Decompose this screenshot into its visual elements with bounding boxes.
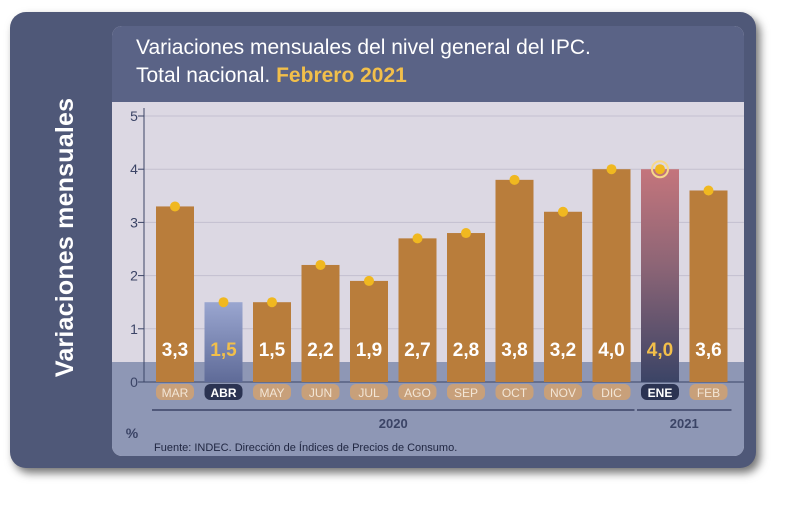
value-label: 3,8 xyxy=(501,340,527,361)
data-marker xyxy=(267,297,277,308)
data-marker-ring xyxy=(651,160,669,179)
category-label: FEB xyxy=(697,386,720,400)
category-pill xyxy=(253,384,291,400)
data-marker xyxy=(655,164,665,175)
category-label: SEP xyxy=(454,386,478,400)
category-label: NOV xyxy=(550,386,576,400)
value-label: 3,2 xyxy=(550,340,576,361)
y-tick-label: 1 xyxy=(130,321,138,337)
value-label: 1,5 xyxy=(259,340,286,361)
side-title-text: Variaciones mensuales xyxy=(51,97,80,377)
category-pill xyxy=(447,384,485,400)
y-tick-label: 2 xyxy=(130,268,138,284)
bar xyxy=(253,302,291,382)
category-label: DIC xyxy=(601,386,622,400)
data-marker xyxy=(606,164,617,175)
subtitle-prefix: Total nacional. xyxy=(136,64,271,87)
bar xyxy=(398,238,437,382)
value-label: 1,9 xyxy=(356,340,382,361)
bar xyxy=(592,169,631,382)
data-marker xyxy=(170,201,180,212)
bar xyxy=(495,179,534,382)
category-pill xyxy=(495,384,534,400)
bar xyxy=(204,302,243,382)
category-pill xyxy=(156,384,194,400)
bar xyxy=(350,280,388,382)
data-marker xyxy=(461,228,471,239)
category-label: ENE xyxy=(648,386,673,400)
category-pill xyxy=(301,384,340,400)
data-marker xyxy=(412,233,423,244)
chart-panel: Fuente: INDEC. Dirección de Índices de P… xyxy=(112,26,744,456)
bar xyxy=(447,233,485,382)
data-marker xyxy=(315,259,326,270)
bar-chart: 0 1 2 3 4 5% 3,3 MAR 1,5 ABR 1,5 MAY 2,2 JUN 1,9 JUL 2,7… xyxy=(126,108,744,441)
value-label: 4,0 xyxy=(647,340,673,361)
data-marker xyxy=(703,185,714,196)
bar xyxy=(156,206,194,382)
year-label: 2020 xyxy=(379,416,408,431)
subtitle-highlight: Febrero 2021 xyxy=(276,64,407,87)
chart-header: Variaciones mensuales del nivel general … xyxy=(112,26,744,102)
category-label: MAR xyxy=(162,386,189,400)
category-pill xyxy=(544,384,582,400)
category-label: OCT xyxy=(502,386,528,400)
y-tick-label: 0 xyxy=(130,374,138,390)
chart-subtitle: Total nacional. Febrero 2021 xyxy=(136,64,407,88)
y-axis-unit: % xyxy=(126,425,139,441)
data-marker xyxy=(218,297,229,308)
y-tick-label: 5 xyxy=(130,108,138,124)
y-tick-label: 4 xyxy=(130,161,138,177)
category-label: AGO xyxy=(404,386,431,400)
category-pill xyxy=(689,384,728,400)
chart-card: Variaciones mensuales Fuente: INDEC. Dir… xyxy=(10,12,756,468)
data-marker xyxy=(509,174,520,185)
side-title: Variaciones mensuales xyxy=(16,72,116,402)
category-label: MAY xyxy=(259,386,284,400)
value-label: 3,3 xyxy=(162,340,188,361)
year-label: 2021 xyxy=(670,416,699,431)
value-label: 4,0 xyxy=(598,340,624,361)
data-marker xyxy=(558,206,568,217)
value-label: 2,2 xyxy=(307,340,333,361)
value-label: 1,5 xyxy=(210,340,237,361)
data-marker xyxy=(364,275,374,286)
bar xyxy=(544,211,582,382)
category-label: JUN xyxy=(309,386,332,400)
value-label: 3,6 xyxy=(695,340,721,361)
category-pill xyxy=(592,384,631,400)
category-label: JUL xyxy=(358,386,380,400)
category-pill xyxy=(398,384,437,400)
value-label: 2,8 xyxy=(453,340,479,361)
category-pill xyxy=(204,384,243,400)
bar xyxy=(641,169,679,382)
source-note: Fuente: INDEC. Dirección de Índices de P… xyxy=(154,442,458,454)
chart-title: Variaciones mensuales del nivel general … xyxy=(136,36,591,59)
category-pill xyxy=(641,384,679,400)
value-label: 2,7 xyxy=(404,340,430,361)
category-label: ABR xyxy=(211,386,237,400)
bar xyxy=(301,264,340,382)
bar xyxy=(689,190,728,382)
y-tick-label: 3 xyxy=(130,214,138,230)
category-pill xyxy=(350,384,388,400)
